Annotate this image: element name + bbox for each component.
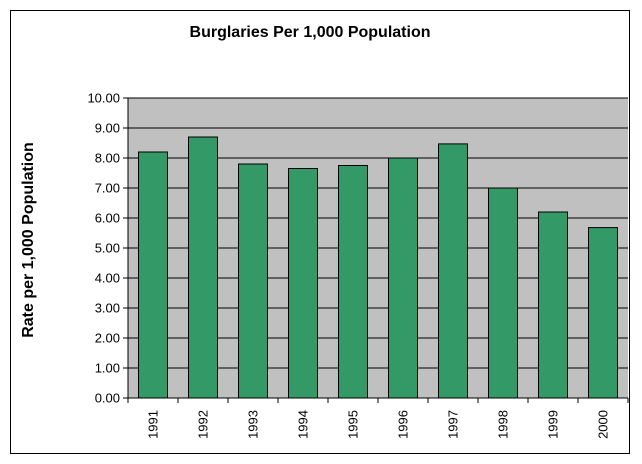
x-tick-label: 1994 bbox=[296, 410, 311, 439]
x-tick-label: 1996 bbox=[396, 410, 411, 439]
bar bbox=[538, 211, 568, 399]
x-tick-labels: 1991 1992 1993 1994 1995 1996 1997 1998 1999 2000 bbox=[146, 410, 611, 439]
y-tick-label: 10.00 bbox=[87, 91, 120, 106]
y-tick-labels: 0.00 1.00 2.00 3.00 4.00 5.00 6.00 7.00 8.00 9.00… bbox=[87, 91, 120, 406]
bar bbox=[238, 163, 268, 399]
y-tick-label: 3.00 bbox=[95, 301, 120, 316]
x-tick-label: 1993 bbox=[246, 410, 261, 439]
chart-title: Burglaries Per 1,000 Population bbox=[189, 24, 431, 41]
bar bbox=[288, 168, 318, 399]
y-tick-label: 2.00 bbox=[95, 331, 120, 346]
y-tick-label: 0.00 bbox=[95, 391, 120, 406]
y-tick-label: 7.00 bbox=[95, 181, 120, 196]
x-tick-label: 2000 bbox=[596, 410, 611, 439]
bar bbox=[138, 151, 168, 399]
x-tick-label: 1992 bbox=[196, 410, 211, 439]
x-tick-label: 1991 bbox=[146, 410, 161, 439]
y-tick-label: 8.00 bbox=[95, 151, 120, 166]
bar bbox=[488, 187, 518, 399]
y-tick-label: 9.00 bbox=[95, 121, 120, 136]
bar bbox=[188, 136, 218, 399]
x-tick-label: 1998 bbox=[496, 410, 511, 439]
x-tick-label: 1997 bbox=[446, 410, 461, 439]
y-tick-label: 4.00 bbox=[95, 271, 120, 286]
bar bbox=[388, 157, 418, 399]
x-tick-label: 1995 bbox=[346, 410, 361, 439]
bar bbox=[588, 227, 618, 399]
bar bbox=[438, 143, 468, 399]
y-tick-label: 6.00 bbox=[95, 211, 120, 226]
bar bbox=[338, 165, 368, 399]
x-tick-label: 1999 bbox=[546, 410, 561, 439]
bars bbox=[138, 136, 618, 399]
y-tick-label: 1.00 bbox=[95, 361, 120, 376]
y-tick-label: 5.00 bbox=[95, 241, 120, 256]
axes bbox=[127, 98, 629, 403]
